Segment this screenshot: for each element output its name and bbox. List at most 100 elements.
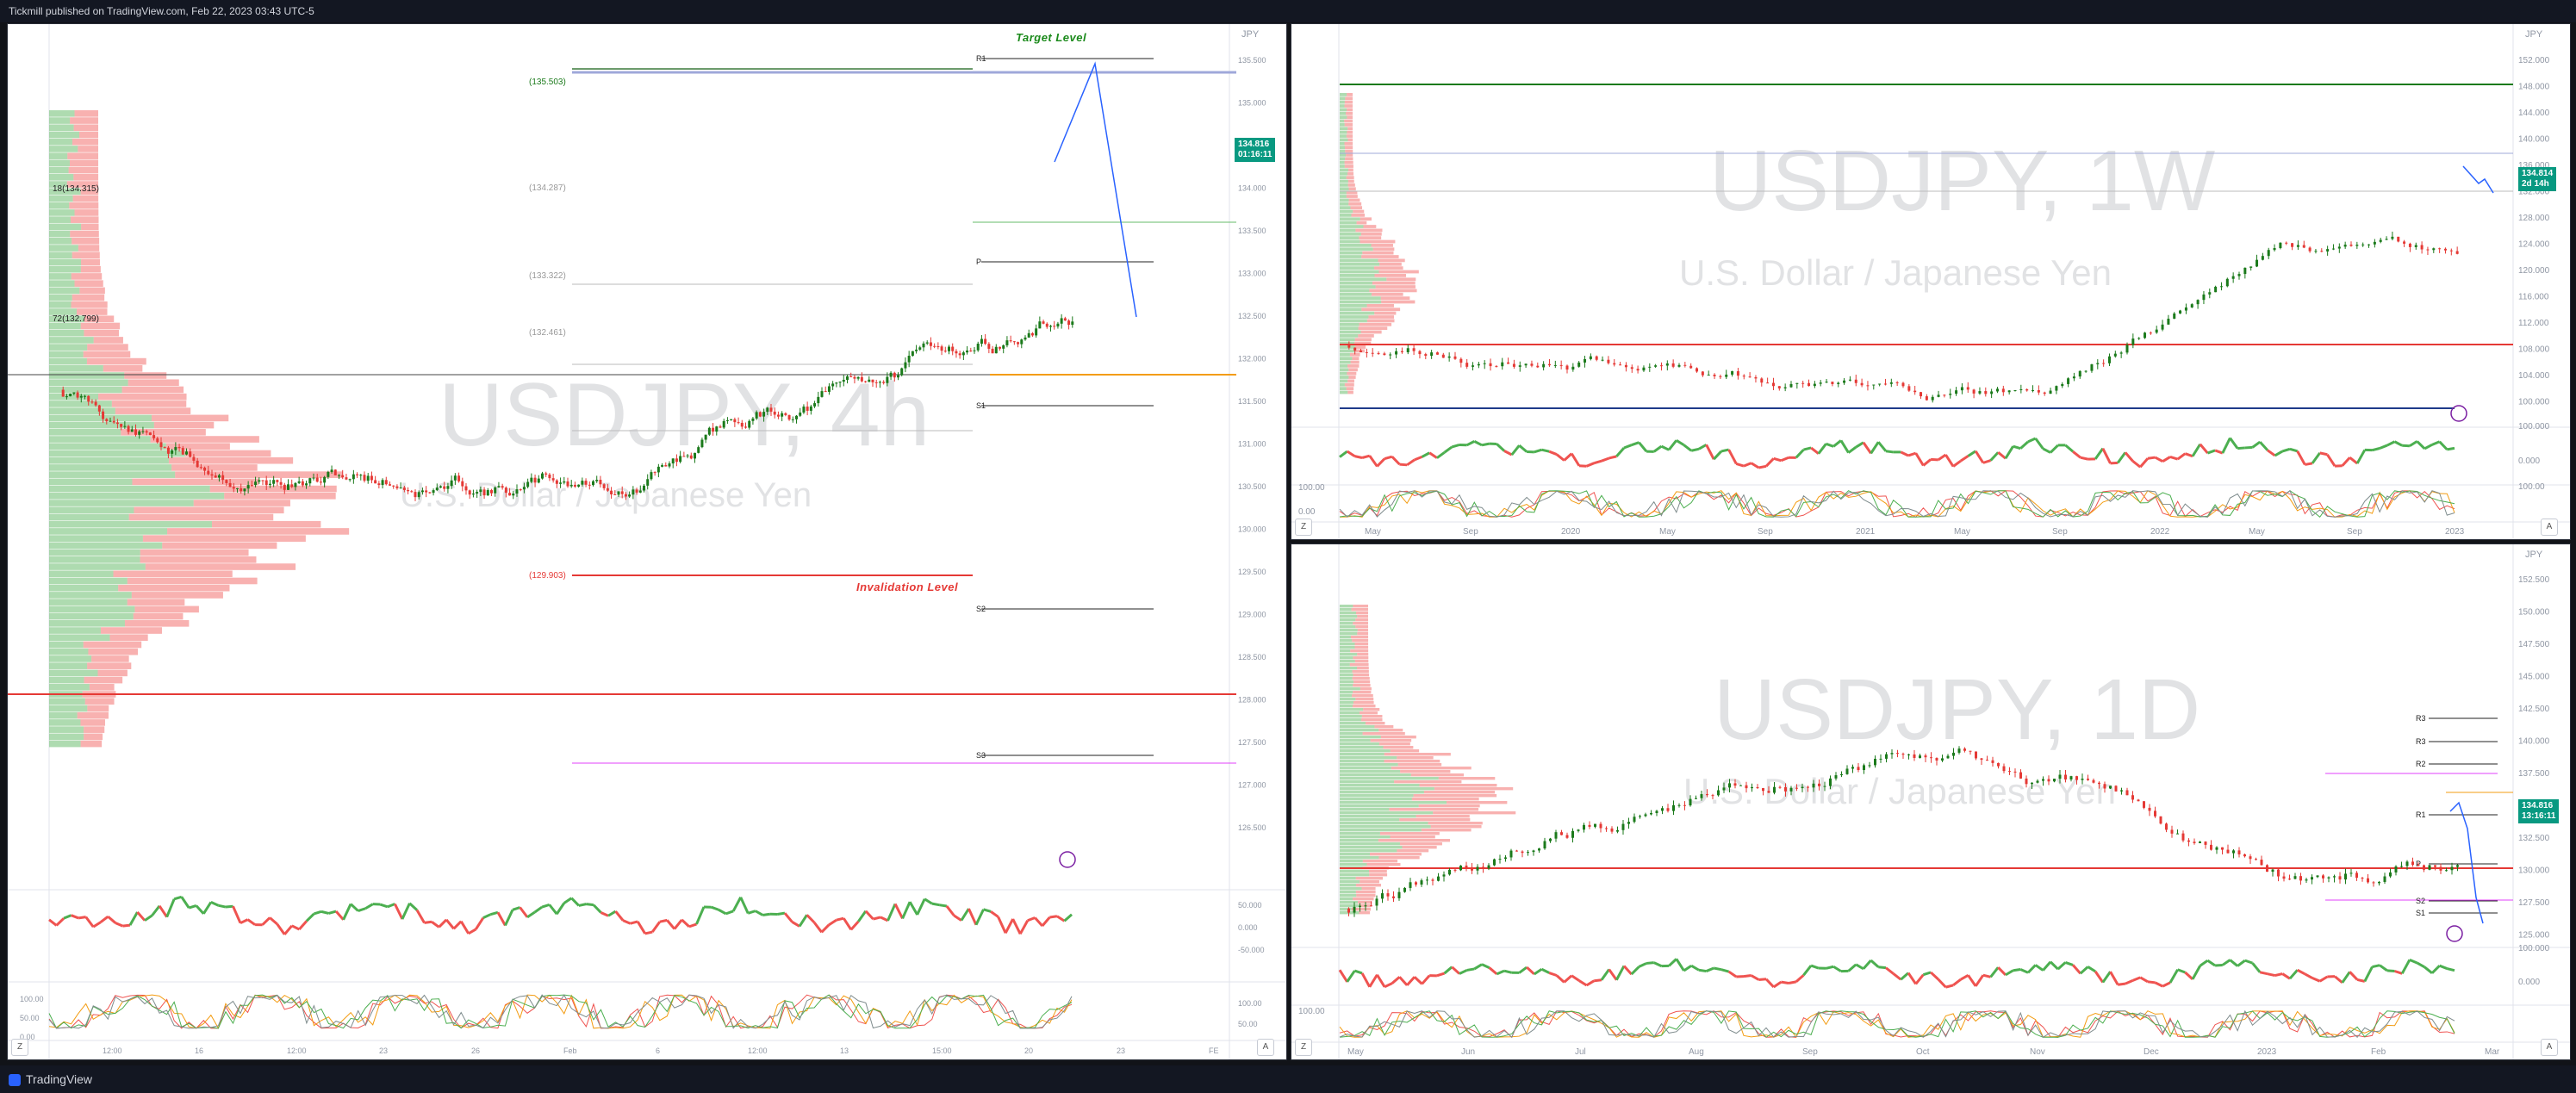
time-tick: 23 <box>379 1046 388 1055</box>
candle <box>1984 391 1988 394</box>
momentum-line <box>158 905 168 918</box>
momentum-line <box>358 907 366 912</box>
volume-profile-bar <box>127 577 258 585</box>
candle <box>1966 387 1969 390</box>
momentum-line <box>1960 973 1969 981</box>
price-plot-1w[interactable]: 152.000148.000144.000140.000136.000132.0… <box>1291 24 2571 540</box>
volume-profile-bar <box>1340 334 1359 338</box>
volume-profile-bar <box>1340 618 1356 622</box>
candle <box>853 376 856 379</box>
price-tick: 120.000 <box>2518 266 2550 276</box>
momentum-line <box>1376 457 1386 468</box>
volume-profile-bar <box>1372 247 1395 252</box>
momentum-line <box>1847 445 1857 454</box>
volume-profile-bar <box>1340 202 1349 206</box>
momentum-line <box>1974 450 1985 464</box>
candle <box>174 447 177 450</box>
momentum-line <box>1630 966 1640 976</box>
auto-scale-button[interactable]: A <box>1257 1039 1274 1056</box>
symbol-watermark: USDJPY, 1D <box>1714 661 2201 758</box>
time-tick: May <box>1365 527 1381 537</box>
volume-profile-bar <box>1363 708 1380 711</box>
candle <box>497 486 501 488</box>
time-tick: Sep <box>1802 1047 1818 1057</box>
price-tick: 133.500 <box>1238 227 1266 235</box>
candle <box>1990 391 1994 394</box>
candle <box>617 491 620 495</box>
stoch-tick: 0.00 <box>1298 507 1316 517</box>
candle <box>250 485 253 487</box>
volume-profile-bar <box>49 641 84 649</box>
volume-profile-bar <box>1340 371 1347 376</box>
momentum-line <box>1944 454 1955 468</box>
volume-profile-bar <box>1354 643 1369 646</box>
zoom-toggle-button[interactable]: Z <box>1295 1039 1312 1056</box>
volume-profile-bar <box>1344 160 1353 165</box>
volume-profile-bar <box>49 301 72 308</box>
volume-profile-bar <box>49 188 81 196</box>
volume-profile-bar <box>49 146 78 152</box>
volume-profile-bar <box>49 379 128 387</box>
candle <box>2237 274 2241 276</box>
time-tick: Feb <box>563 1046 577 1055</box>
candle <box>1397 891 1401 898</box>
chart-panel-4h[interactable]: USDJPY, 4h U.S. Dollar / Japanese Yen 13… <box>7 23 1287 1060</box>
candle <box>675 458 678 463</box>
volume-profile-bar <box>1340 281 1372 285</box>
candle <box>2389 872 2392 877</box>
volume-profile-bar <box>1375 285 1416 289</box>
volume-profile-bar <box>1351 608 1369 612</box>
momentum-line <box>2154 981 2163 988</box>
candle <box>2008 771 2011 773</box>
auto-scale-button[interactable]: A <box>2541 1039 2558 1056</box>
candle <box>1801 382 1805 384</box>
price-plot-1d[interactable]: 152.500150.000147.500145.000142.500140.0… <box>1291 544 2571 1060</box>
volume-profile-bar <box>49 131 79 139</box>
volume-profile-bar <box>1344 119 1353 123</box>
volume-profile-bar <box>1340 880 1360 884</box>
candle <box>679 456 682 463</box>
candle <box>468 490 471 495</box>
volume-profile-bar <box>1370 853 1422 856</box>
volume-profile-bar <box>49 421 154 429</box>
volume-profile-bar <box>1340 220 1357 225</box>
volume-profile-bar <box>1340 835 1391 839</box>
candle <box>893 372 896 378</box>
volume-profile-bar <box>49 443 166 450</box>
momentum-line <box>2109 971 2119 985</box>
momentum-line <box>313 910 322 916</box>
candle <box>2285 242 2288 244</box>
volume-profile-bar <box>1340 285 1376 289</box>
candle <box>2316 875 2319 878</box>
volume-profile-bar <box>86 357 146 365</box>
momentum-line <box>592 904 602 914</box>
zoom-toggle-button[interactable]: Z <box>11 1039 28 1056</box>
volume-profile-bar <box>1413 794 1497 798</box>
volume-profile-bar <box>150 436 259 443</box>
candle <box>1748 376 1752 378</box>
candle <box>799 412 802 416</box>
price-plot-4h[interactable]: 135.500135.000134.500134.000133.500133.0… <box>8 24 1287 1060</box>
candle <box>2343 245 2347 247</box>
candle <box>159 442 163 448</box>
price-tick: 128.500 <box>1238 653 1266 661</box>
chart-panel-1d[interactable]: USDJPY, 1D U.S. Dollar / Japanese Yen 15… <box>1291 543 2571 1060</box>
candle <box>846 376 849 380</box>
price-tick: 132.500 <box>2518 834 2550 843</box>
last-price-tag: 134.816 01:16:11 <box>1235 138 1276 162</box>
zoom-toggle-button[interactable]: Z <box>1295 519 1312 536</box>
momentum-line <box>2162 456 2171 463</box>
momentum-line <box>1585 979 1596 987</box>
candle <box>1565 835 1569 838</box>
auto-scale-button[interactable]: A <box>2541 519 2558 536</box>
momentum-line <box>843 917 853 931</box>
momentum-line <box>1862 959 1872 970</box>
chart-panel-1w[interactable]: USDJPY, 1W U.S. Dollar / Japanese Yen 15… <box>1291 23 2571 540</box>
candle <box>1431 879 1434 881</box>
volume-profile-bar <box>49 258 82 266</box>
candle <box>1795 382 1799 384</box>
momentum-line <box>2349 456 2359 465</box>
candle <box>1636 369 1640 371</box>
volume-profile-bar <box>1340 138 1348 142</box>
volume-profile-bar <box>1340 176 1347 180</box>
